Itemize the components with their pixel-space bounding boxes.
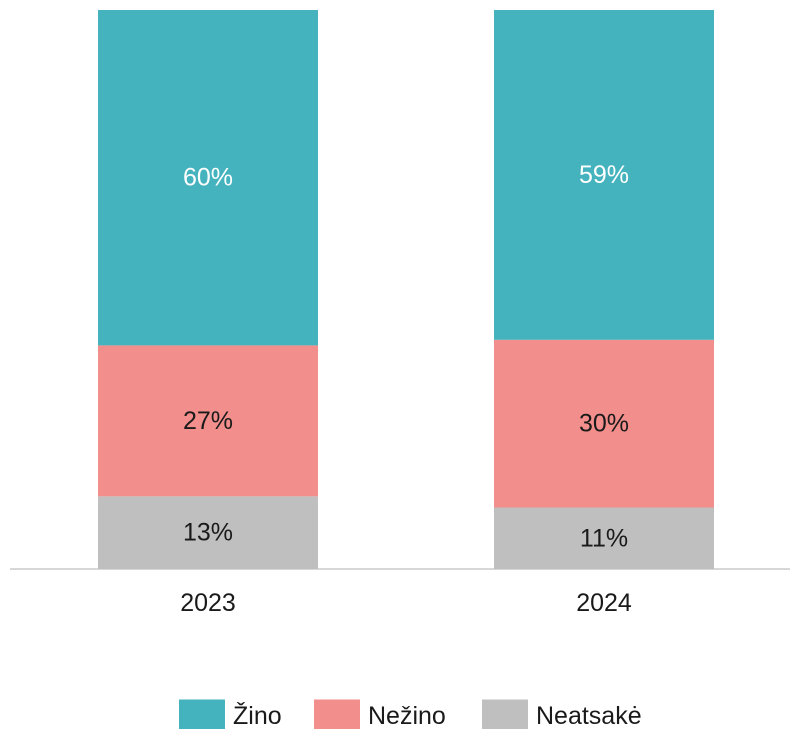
legend-swatch-neatsake [482, 699, 528, 729]
legend-label-nezino: Nežino [368, 702, 446, 729]
bar-nezino-2023 [98, 345, 318, 497]
data-label-neatsake-2024: 11% [580, 524, 628, 552]
legend-item-nezino: Nežino [314, 699, 446, 729]
x-tick-labels-group: 2023 2024 [180, 589, 632, 617]
legend-swatch-nezino [314, 699, 360, 729]
legend: Žino Nežino Neatsakė [179, 699, 642, 729]
bar-zino-2023 [98, 10, 318, 346]
bars-group [98, 10, 714, 569]
bar-neatsake-2023 [98, 496, 318, 569]
legend-item-neatsake: Neatsakė [482, 699, 642, 729]
data-label-zino-2023: 60% [183, 164, 233, 192]
legend-item-zino: Žino [179, 699, 282, 729]
legend-label-zino: Žino [233, 701, 282, 729]
x-tick-label-2024: 2024 [576, 589, 632, 617]
bar-zino-2024 [494, 10, 714, 340]
data-label-neatsake-2023: 13% [183, 519, 233, 547]
data-label-nezino-2024: 30% [579, 410, 629, 438]
bar-neatsake-2024 [494, 507, 714, 569]
bar-nezino-2024 [494, 339, 714, 508]
data-labels-group: 13% 27% 60% 11% 30% 59% [183, 161, 629, 552]
data-label-zino-2024: 59% [579, 161, 629, 189]
legend-swatch-zino [179, 699, 225, 729]
legend-label-neatsake: Neatsakė [536, 702, 642, 729]
data-label-nezino-2023: 27% [183, 407, 233, 435]
x-tick-label-2023: 2023 [180, 589, 236, 617]
